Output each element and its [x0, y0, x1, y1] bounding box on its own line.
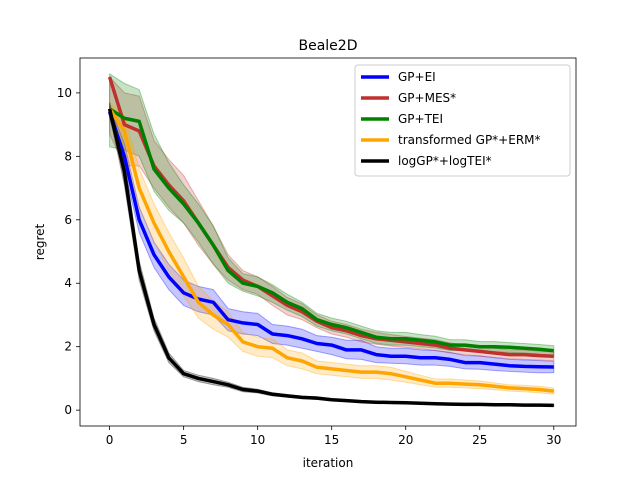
band-loggp-logtei [109, 102, 555, 407]
legend-label-loggp-logtei: logGP*+logTEI* [398, 154, 492, 168]
band-gp-mes [109, 75, 555, 362]
line-gp-mes [107, 76, 554, 358]
x-tick-label: 10 [250, 433, 265, 447]
x-tick-label: 0 [106, 433, 114, 447]
series-lines [107, 76, 554, 408]
x-tick-label: 5 [180, 433, 188, 447]
legend-label-gp-mes: GP+MES* [398, 91, 456, 105]
chart-title: Beale2D [299, 38, 358, 54]
y-tick-label: 10 [57, 86, 72, 100]
legend-label-transformed-gp-erm: transformed GP*+ERM* [398, 133, 541, 147]
x-tick-label: 30 [546, 433, 561, 447]
x-tick-label: 15 [324, 433, 339, 447]
x-tick-label: 25 [472, 433, 487, 447]
line-loggp-logtei [107, 108, 554, 408]
y-tick-label: 6 [64, 213, 72, 227]
legend: GP+EI GP+MES* GP+TEI transformed GP*+ERM* lo… [354, 64, 571, 177]
x-axis-label: iteration [303, 456, 354, 470]
line-gp-ei [107, 111, 554, 369]
y-tick-label: 0 [64, 403, 72, 417]
legend-label-gp-ei: GP+EI [398, 70, 436, 84]
x-axis-ticks: 0 5 10 15 20 25 30 [106, 426, 561, 447]
plot-frame [79, 57, 577, 427]
y-tick-label: 2 [64, 340, 72, 354]
legend-label-gp-tei: GP+TEI [398, 112, 443, 126]
x-tick-label: 20 [398, 433, 413, 447]
y-tick-label: 4 [64, 276, 72, 290]
legend-box [354, 64, 571, 177]
y-axis-ticks: 0 2 4 6 8 10 [57, 86, 80, 417]
y-axis-label: regret [33, 223, 47, 260]
y-tick-label: 8 [64, 149, 72, 163]
line-gp-tei [108, 107, 554, 353]
line-transformed-gp-erm [108, 107, 554, 393]
band-gp-ei [109, 105, 555, 374]
